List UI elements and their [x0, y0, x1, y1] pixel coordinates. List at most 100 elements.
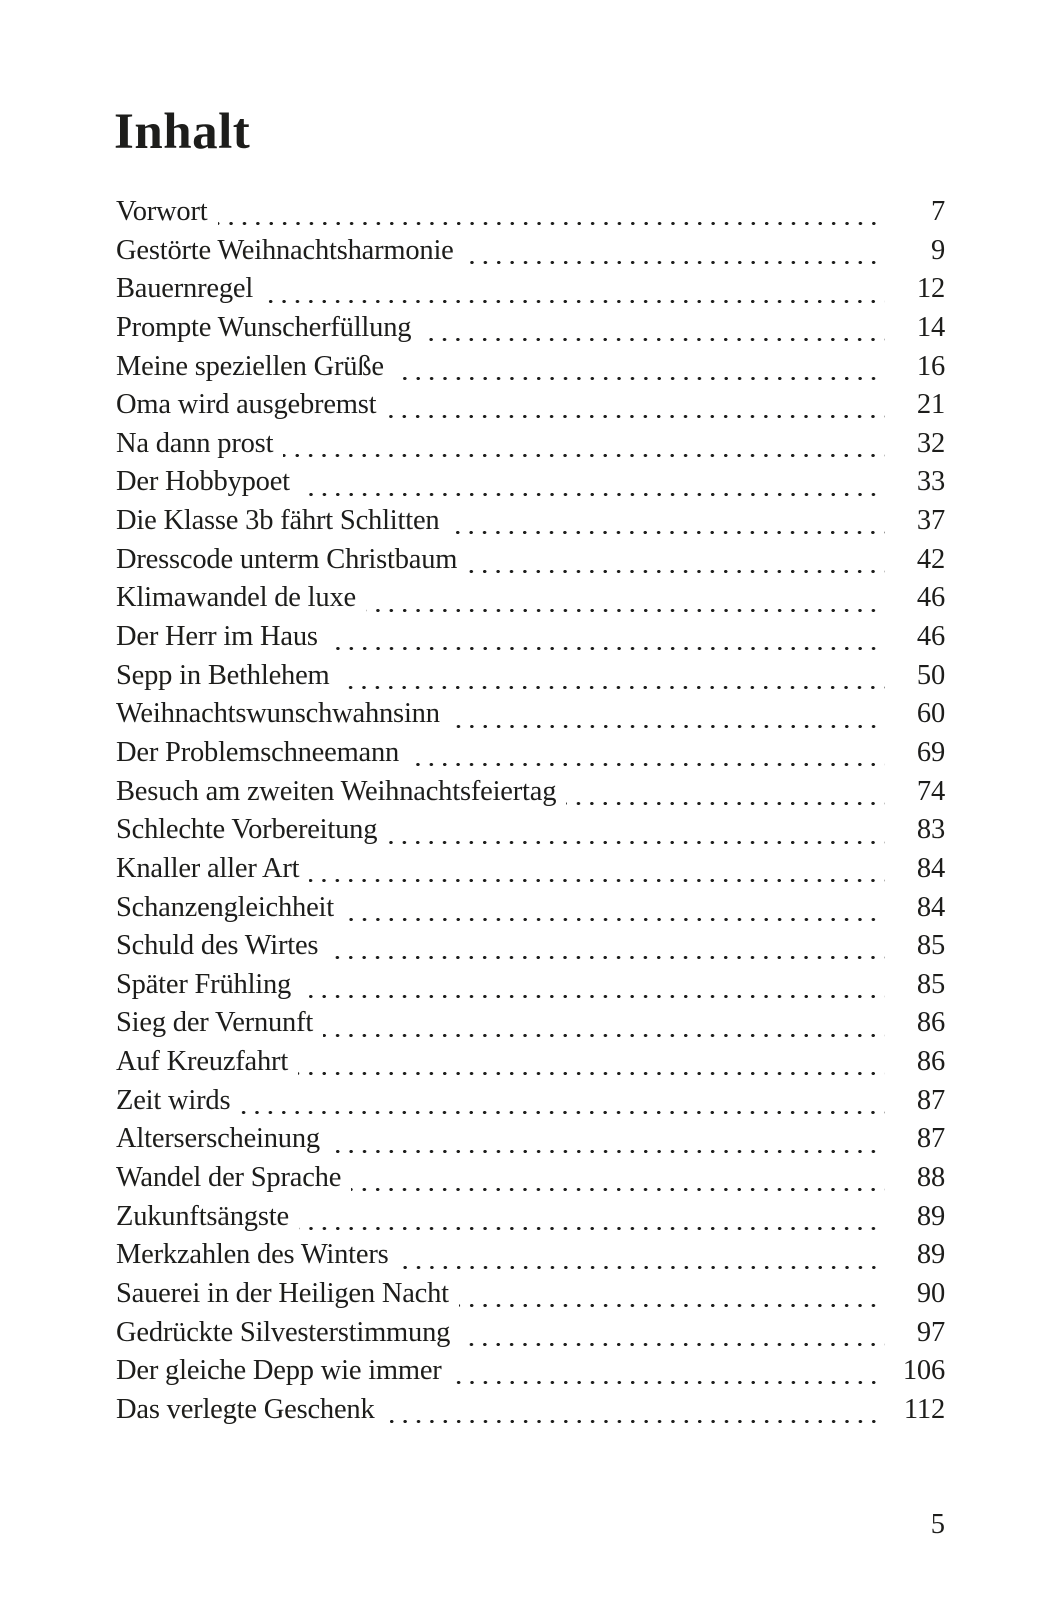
toc-row: Der Herr im Haus 46 — [116, 621, 945, 660]
toc-entry-title: Zeit wirds — [116, 1084, 231, 1116]
dot-leader — [384, 814, 890, 853]
toc-entry-page: 83 — [916, 814, 945, 846]
toc-entry-page: 85 — [916, 968, 945, 1000]
toc-row: Weihnachtswunschwahnsinn 60 — [116, 698, 945, 737]
toc-entry-title: Alterserscheinung — [116, 1123, 320, 1155]
toc-entry-title: Der gleiche Depp wie immer — [116, 1355, 442, 1387]
toc-entry-title: Besuch am zweiten Weihnachtsfeiertag — [116, 775, 557, 807]
toc-row: Auf Kreuzfahrt 86 — [116, 1046, 945, 1085]
toc-row: Der Hobbypoet 33 — [116, 466, 945, 505]
toc-row: Alterserscheinung 87 — [116, 1123, 945, 1162]
toc-entry-title: Auf Kreuzfahrt — [116, 1046, 289, 1078]
toc-entry-page: 106 — [902, 1355, 945, 1387]
toc-row: Später Frühling 85 — [116, 969, 945, 1008]
dot-leader — [295, 1046, 890, 1085]
dot-leader — [297, 466, 890, 505]
toc-entry-title: Sepp in Bethlehem — [116, 659, 330, 691]
table-of-contents: Vorwort 7 Gestörte Weihnachtsharmonie 9 … — [116, 196, 945, 1433]
toc-entry-title: Oma wird ausgebremst — [116, 389, 377, 421]
toc-entry-page: 33 — [916, 466, 945, 498]
toc-entry-title: Das verlegte Geschenk — [116, 1393, 375, 1425]
toc-row: Schanzengleichheit 84 — [116, 892, 945, 931]
dot-leader — [457, 1317, 890, 1356]
dot-leader — [237, 1085, 890, 1124]
toc-entry-title: Schuld des Wirtes — [116, 930, 319, 962]
toc-entry-title: Schanzengleichheit — [116, 891, 334, 923]
dot-leader — [449, 1355, 890, 1394]
toc-entry-title: Wandel der Sprache — [116, 1162, 342, 1194]
dot-leader — [325, 930, 890, 969]
dot-leader — [461, 235, 890, 274]
toc-entry-title: Der Problemschneemann — [116, 736, 400, 768]
toc-entry-page: 14 — [916, 311, 945, 343]
toc-entry-page: 46 — [916, 621, 945, 653]
toc-row: Sieg der Vernunft 86 — [116, 1007, 945, 1046]
toc-entry-page: 86 — [916, 1007, 945, 1039]
toc-row: Wandel der Sprache 88 — [116, 1162, 945, 1201]
toc-entry-title: Klimawandel de luxe — [116, 582, 356, 614]
dot-leader — [447, 698, 890, 737]
toc-entry-page: 37 — [916, 505, 945, 537]
dot-leader — [418, 312, 890, 351]
toc-entry-page: 89 — [916, 1200, 945, 1232]
toc-entry-title: Knaller aller Art — [116, 852, 300, 884]
toc-entry-page: 85 — [916, 930, 945, 962]
toc-entry-page: 50 — [916, 659, 945, 691]
toc-row: Besuch am zweiten Weihnachtsfeiertag 74 — [116, 776, 945, 815]
toc-row: Gestörte Weihnachtsharmonie 9 — [116, 235, 945, 274]
toc-entry-title: Dresscode unterm Christbaum — [116, 543, 458, 575]
dot-leader — [391, 351, 890, 390]
toc-row: Vorwort 7 — [116, 196, 945, 235]
toc-entry-page: 90 — [916, 1277, 945, 1309]
dot-leader — [348, 1162, 890, 1201]
toc-entry-page: 88 — [916, 1162, 945, 1194]
toc-row: Merkzahlen des Winters 89 — [116, 1239, 945, 1278]
page-title: Inhalt — [114, 104, 251, 160]
dot-leader — [296, 1201, 890, 1240]
toc-row: Sauerei in der Heiligen Nacht 90 — [116, 1278, 945, 1317]
toc-entry-title: Na dann prost — [116, 427, 274, 459]
toc-entry-page: 60 — [916, 698, 945, 730]
toc-entry-title: Der Herr im Haus — [116, 621, 318, 653]
dot-leader — [325, 621, 890, 660]
toc-row: Prompte Wunscherfüllung 14 — [116, 312, 945, 351]
dot-leader — [383, 389, 890, 428]
toc-entry-page: 9 — [930, 234, 945, 266]
toc-entry-title: Merkzahlen des Winters — [116, 1239, 389, 1271]
toc-entry-page: 69 — [916, 736, 945, 768]
toc-row: Zukunftsängste 89 — [116, 1201, 945, 1240]
toc-entry-page: 7 — [930, 196, 945, 227]
toc-row: Der gleiche Depp wie immer 106 — [116, 1355, 945, 1394]
toc-row: Gedrückte Silvesterstimmung 97 — [116, 1317, 945, 1356]
toc-row: Knaller aller Art 84 — [116, 853, 945, 892]
dot-leader — [464, 544, 890, 583]
toc-entry-page: 97 — [916, 1316, 945, 1348]
toc-entry-page: 87 — [916, 1084, 945, 1116]
dot-leader — [396, 1239, 890, 1278]
toc-entry-title: Vorwort — [116, 196, 208, 227]
toc-entry-title: Weihnachtswunschwahnsinn — [116, 698, 440, 730]
toc-entry-title: Später Frühling — [116, 968, 292, 1000]
toc-entry-page: 42 — [916, 543, 945, 575]
dot-leader — [260, 273, 890, 312]
toc-entry-page: 46 — [916, 582, 945, 614]
toc-entry-page: 32 — [916, 427, 945, 459]
dot-leader — [215, 196, 891, 235]
toc-entry-page: 74 — [916, 775, 945, 807]
toc-entry-page: 89 — [916, 1239, 945, 1271]
dot-leader — [327, 1123, 890, 1162]
toc-entry-page: 112 — [903, 1393, 945, 1425]
toc-entry-title: Sauerei in der Heiligen Nacht — [116, 1277, 449, 1309]
dot-leader — [563, 776, 890, 815]
dot-leader — [280, 428, 890, 467]
toc-row: Schuld des Wirtes 85 — [116, 930, 945, 969]
toc-row: Bauernregel 12 — [116, 273, 945, 312]
toc-entry-page: 86 — [916, 1046, 945, 1078]
toc-row: Schlechte Vorbereitung 83 — [116, 814, 945, 853]
dot-leader — [341, 892, 890, 931]
toc-row: Na dann prost 32 — [116, 428, 945, 467]
toc-entry-page: 16 — [916, 350, 945, 382]
toc-row: Das verlegte Geschenk 112 — [116, 1394, 945, 1433]
toc-row: Oma wird ausgebremst 21 — [116, 389, 945, 428]
toc-entry-title: Der Hobbypoet — [116, 466, 290, 498]
